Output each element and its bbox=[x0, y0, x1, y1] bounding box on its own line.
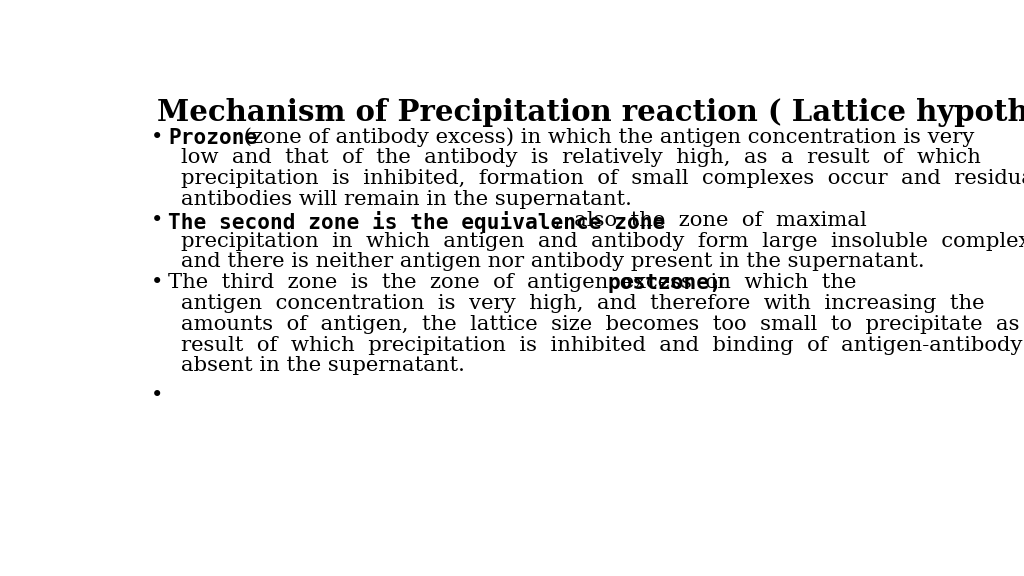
Text: •: • bbox=[152, 386, 164, 406]
Text: and there is neither antigen nor antibody present in the supernatant.: and there is neither antigen nor antibod… bbox=[180, 252, 925, 271]
Text: Mechanism of Precipitation reaction ( Lattice hypothesis): Mechanism of Precipitation reaction ( La… bbox=[158, 98, 1024, 127]
Text: (zone of antibody excess) in which the antigen concentration is very: (zone of antibody excess) in which the a… bbox=[238, 128, 975, 147]
Text: antigen  concentration  is  very  high,  and  therefore  with  increasing  the: antigen concentration is very high, and … bbox=[180, 294, 984, 313]
Text: •: • bbox=[152, 211, 164, 230]
Text: ,  also  the  zone  of  maximal: , also the zone of maximal bbox=[554, 211, 866, 230]
Text: Prozone: Prozone bbox=[168, 128, 258, 147]
Text: result  of  which  precipitation  is  inhibited  and  binding  of  antigen-antib: result of which precipitation is inhibit… bbox=[180, 336, 1024, 355]
Text: The  third  zone  is  the  zone  of  antigen  excess  or: The third zone is the zone of antigen ex… bbox=[168, 273, 735, 292]
Text: postzone,: postzone, bbox=[607, 273, 722, 293]
Text: •: • bbox=[152, 273, 164, 292]
Text: in  which  the: in which the bbox=[696, 273, 856, 292]
Text: low  and  that  of  the  antibody  is  relatively  high,  as  a  result  of  whi: low and that of the antibody is relative… bbox=[180, 149, 981, 168]
Text: •: • bbox=[152, 128, 164, 147]
Text: absent in the supernatant.: absent in the supernatant. bbox=[180, 357, 465, 376]
Text: amounts  of  antigen,  the  lattice  size  becomes  too  small  to  precipitate : amounts of antigen, the lattice size bec… bbox=[180, 314, 1024, 334]
Text: antibodies will remain in the supernatant.: antibodies will remain in the supernatan… bbox=[180, 190, 632, 209]
Text: precipitation  in  which  antigen  and  antibody  form  large  insoluble  comple: precipitation in which antigen and antib… bbox=[180, 232, 1024, 251]
Text: The second zone is the equivalence zone: The second zone is the equivalence zone bbox=[168, 211, 666, 233]
Text: precipitation  is  inhibited,  formation  of  small  complexes  occur  and  resi: precipitation is inhibited, formation of… bbox=[180, 169, 1024, 188]
